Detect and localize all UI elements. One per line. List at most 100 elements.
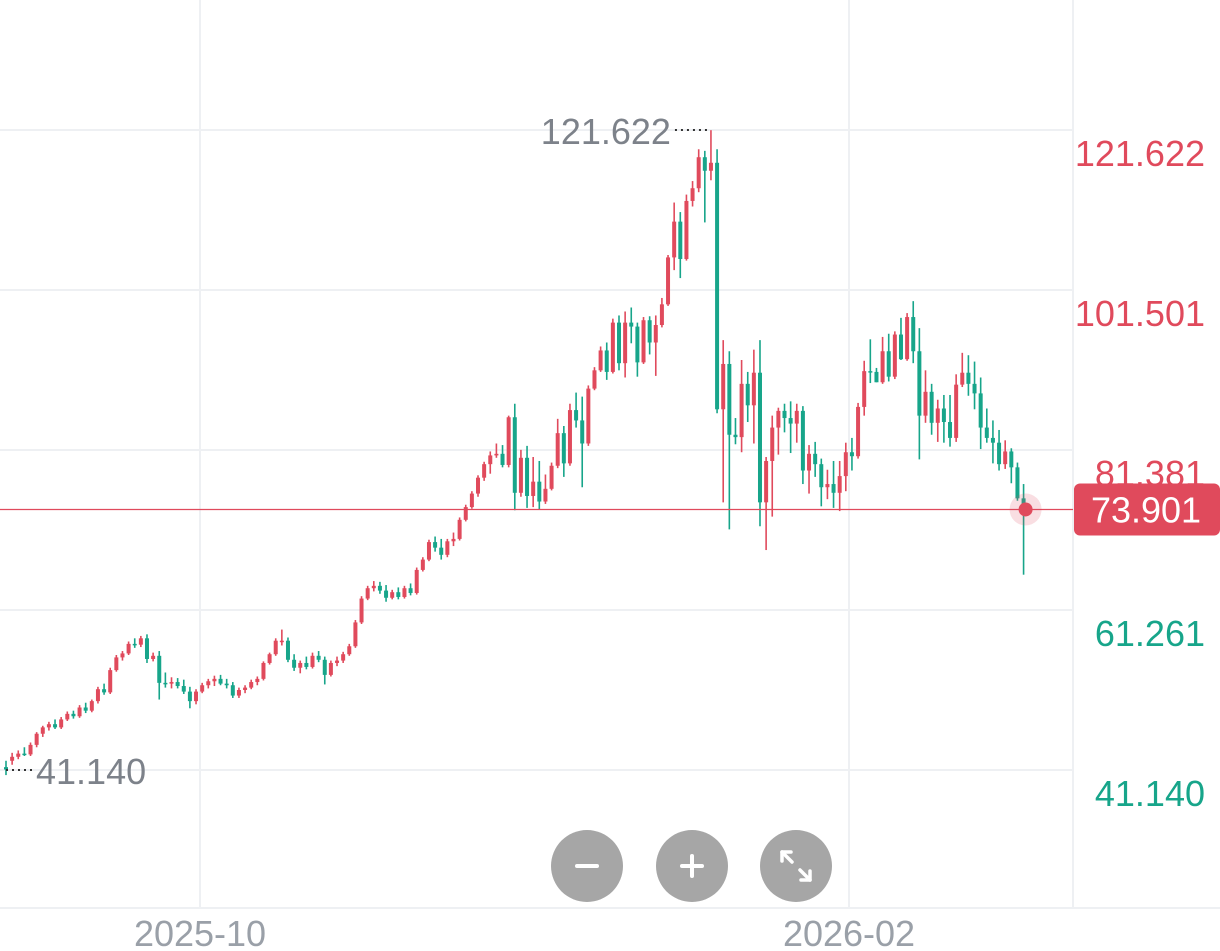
candle-body	[702, 157, 707, 171]
candle-body	[727, 363, 732, 435]
candle-body	[874, 371, 879, 383]
candle-body	[1009, 451, 1014, 468]
markers: 73.901 121.622 41.140	[0, 111, 1220, 792]
candle-body	[843, 452, 848, 477]
fullscreen-button[interactable]	[760, 830, 832, 902]
candle-body	[911, 317, 916, 352]
candle-body	[574, 410, 579, 421]
y-axis: 121.622 101.501 81.381 61.261 41.140	[1075, 133, 1205, 814]
candle-body	[641, 320, 646, 363]
candle-body	[978, 393, 983, 428]
candle-body	[929, 391, 934, 423]
candle-body	[310, 655, 315, 667]
candle-body	[384, 590, 389, 598]
candle-body	[34, 733, 39, 745]
y-tick-label: 61.261	[1095, 613, 1205, 654]
candle-body	[941, 408, 946, 423]
candle-body	[420, 559, 425, 570]
grid	[0, 0, 1220, 909]
candle-body	[751, 372, 756, 406]
y-tick-label: 101.501	[1075, 293, 1205, 334]
candle-body	[862, 371, 867, 407]
candle-body	[414, 569, 419, 593]
candle-body	[28, 744, 33, 755]
candle-body	[482, 464, 487, 478]
candle-body	[138, 638, 143, 645]
candle-body	[794, 410, 799, 424]
candle-body	[365, 588, 370, 599]
candle-body	[647, 320, 652, 343]
candle-body	[230, 685, 235, 696]
zoom-out-button[interactable]	[551, 830, 623, 902]
candle-body	[935, 408, 940, 423]
candle-body	[708, 162, 713, 171]
candle-body	[837, 476, 842, 493]
candle-body	[402, 588, 407, 597]
candle-body	[960, 372, 965, 385]
candle-body	[543, 488, 548, 502]
x-tick-label: 2026-02	[783, 913, 915, 951]
candle-body	[95, 689, 100, 702]
candle-body	[966, 372, 971, 384]
candle-body	[849, 452, 854, 457]
candle-body	[476, 477, 481, 494]
candle-body	[200, 685, 205, 692]
candle-body	[770, 427, 775, 461]
candle-body	[672, 221, 677, 258]
candle-body	[984, 427, 989, 438]
candle-body	[745, 383, 750, 406]
candle-body	[396, 592, 401, 597]
candle-body	[102, 689, 107, 693]
candle-body	[666, 257, 671, 305]
candle-body	[886, 351, 891, 377]
candle-body	[972, 383, 977, 394]
candle-body	[623, 322, 628, 364]
candle-body	[923, 391, 928, 416]
current-price-dot	[1018, 502, 1033, 517]
max-marker-label: 121.622	[541, 111, 671, 152]
candle-body	[635, 326, 640, 363]
candle-body	[181, 686, 186, 692]
candle-body	[733, 434, 738, 438]
y-tick-label: 121.622	[1075, 133, 1205, 174]
candle-body	[4, 767, 8, 770]
candle-body	[948, 422, 953, 438]
x-tick-label: 2025-10	[134, 913, 266, 951]
candle-body	[917, 351, 922, 416]
candle-body	[89, 701, 94, 711]
candle-body	[279, 640, 284, 643]
candle-body	[856, 406, 861, 457]
candle-body	[132, 643, 137, 646]
candle-body	[292, 659, 297, 668]
candle-body	[659, 304, 664, 326]
zoom-in-button[interactable]	[656, 830, 728, 902]
candle-body	[169, 682, 174, 684]
candle-body	[598, 350, 603, 371]
candle-body	[997, 442, 1002, 465]
candle-body	[359, 598, 364, 623]
candle-body	[690, 188, 695, 201]
candle-body	[144, 638, 149, 659]
candle-body	[114, 657, 119, 671]
candle-body	[898, 334, 903, 360]
candle-body	[77, 707, 82, 717]
candle-body	[696, 157, 701, 189]
candle-body	[457, 519, 462, 539]
candle-body	[549, 465, 554, 489]
candle-body	[512, 417, 517, 493]
candle-body	[46, 724, 51, 728]
candles	[4, 130, 1026, 776]
candle-body	[304, 662, 309, 667]
candle-body	[721, 363, 726, 410]
candle-body	[371, 585, 376, 589]
candle-body	[353, 622, 358, 647]
candle-body	[83, 707, 88, 711]
candle-body	[218, 678, 223, 684]
candle-body	[236, 690, 241, 696]
current-price-label: 73.901	[1091, 489, 1201, 530]
candle-body	[580, 420, 585, 444]
candle-body	[261, 662, 266, 679]
candle-body	[22, 753, 27, 756]
candle-body	[451, 538, 456, 542]
